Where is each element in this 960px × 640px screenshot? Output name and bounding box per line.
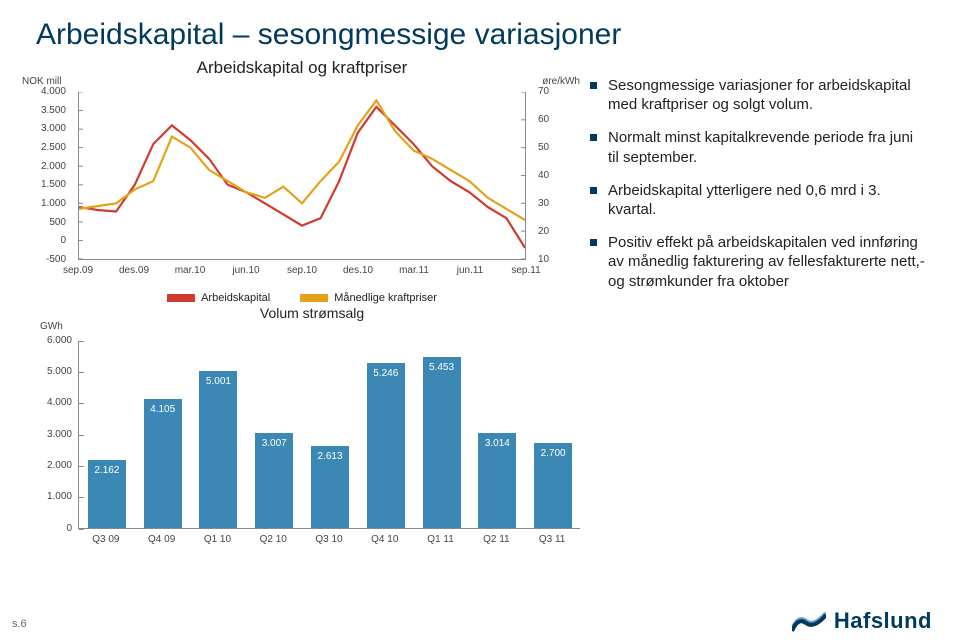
y-right-tick: 40 [538,170,580,181]
x-tick-label: sep.11 [511,265,540,276]
x-tick-label: jun.10 [232,265,259,276]
x-tick-label: des.10 [343,265,373,276]
legend-label: Arbeidskapital [201,292,270,304]
legend-swatch [167,294,195,302]
logo-icon [792,609,826,633]
x-tick-label: jun.11 [457,265,484,276]
bar-y-tick: 5.000 [32,366,72,377]
y-right-tick: 60 [538,114,580,125]
y-left-tick: 0 [24,235,66,246]
bullet-item: Sesongmessige variasjoner for arbeidskap… [590,76,928,114]
y-left-tick: -500 [24,254,66,265]
logo: Hafslund [792,608,932,634]
line-chart-subtitle: Arbeidskapital og kraftpriser [32,58,572,78]
bar-x-label: Q1 11 [427,534,454,545]
bar-y-axis-title: GWh [40,321,63,332]
bullet-item: Normalt minst kapitalkrevende periode fr… [590,128,928,166]
footer: s.6 Hafslund [0,608,960,634]
bar-x-label: Q3 11 [539,534,566,545]
bar-chart-subtitle: Volum strømsalg [32,305,592,321]
y-left-tick: 2.000 [24,161,66,172]
bullet-item: Arbeidskapital ytterligere ned 0,6 mrd i… [590,181,928,219]
y-right-tick: 10 [538,254,580,265]
x-tick-label: mar.10 [175,265,206,276]
x-tick-label: sep.09 [63,265,93,276]
bar-value-label: 2.162 [88,465,126,476]
y-right-tick: 50 [538,142,580,153]
bar-x-label: Q4 09 [148,534,175,545]
bar-y-tick: 1.000 [32,491,72,502]
y-left-tick: 3.500 [24,105,66,116]
bar-value-label: 4.105 [144,404,182,415]
bar-value-label: 2.613 [311,451,349,462]
bullet-list: Sesongmessige variasjoner for arbeidskap… [572,58,928,305]
page-number: s.6 [12,618,27,630]
line-chart: NOK mill øre/kWh 4.0003.5003.0002.5002.0… [32,80,572,290]
bar-value-label: 5.453 [423,362,461,373]
bar-y-tick: 2.000 [32,460,72,471]
bar-x-label: Q3 09 [92,534,119,545]
bullet-item: Positiv effekt på arbeidskapitalen ved i… [590,233,928,291]
bar-value-label: 5.001 [199,376,237,387]
line-chart-section: Arbeidskapital og kraftpriser NOK mill ø… [32,58,572,305]
x-tick-label: des.09 [119,265,149,276]
line-plot-area [78,92,526,260]
legend-item: Månedlige kraftpriser [300,292,437,304]
x-tick-label: sep.10 [287,265,317,276]
bar [423,357,461,528]
y-left-tick: 3.000 [24,123,66,134]
y-left-tick: 1.000 [24,198,66,209]
bar [367,363,405,527]
bar [199,371,237,528]
y-left-tick: 2.500 [24,142,66,153]
bar-x-label: Q3 10 [315,534,342,545]
bar [144,399,182,528]
y-left-tick: 500 [24,217,66,228]
bar-value-label: 2.700 [534,448,572,459]
y-right-tick: 30 [538,198,580,209]
bar-y-tick: 6.000 [32,335,72,346]
bar-x-label: Q2 11 [483,534,510,545]
bar-x-label: Q4 10 [371,534,398,545]
bar-chart-section: Volum strømsalg GWh 2.162 4.105 5.001 3.007… [32,305,928,557]
y-left-tick: 4.000 [24,86,66,97]
line-legend: Arbeidskapital Månedlige kraftpriser [32,292,572,304]
logo-text: Hafslund [834,608,932,634]
bar-chart: GWh 2.1624.1055.0013.0072.6135.2465.4533… [32,327,592,557]
line-svg [79,92,525,259]
bar-x-label: Q2 10 [260,534,287,545]
bar-y-tick: 3.000 [32,429,72,440]
legend-swatch [300,294,328,302]
bar-y-tick: 0 [32,523,72,534]
legend-item: Arbeidskapital [167,292,270,304]
x-tick-label: mar.11 [399,265,429,276]
bar-value-label: 5.246 [367,368,405,379]
bar-plot-area: 2.162 4.105 5.001 3.007 2.613 5.246 5.453 3.014… [78,341,580,529]
bar-value-label: 3.014 [478,438,516,449]
y-left-tick: 1.500 [24,179,66,190]
legend-label: Månedlige kraftpriser [334,292,437,304]
bar-y-tick: 4.000 [32,397,72,408]
y-right-tick: 70 [538,86,580,97]
bar-value-label: 3.007 [255,438,293,449]
y-right-tick: 20 [538,226,580,237]
bar-x-label: Q1 10 [204,534,231,545]
page-title: Arbeidskapital – sesongmessige variasjon… [36,18,928,52]
